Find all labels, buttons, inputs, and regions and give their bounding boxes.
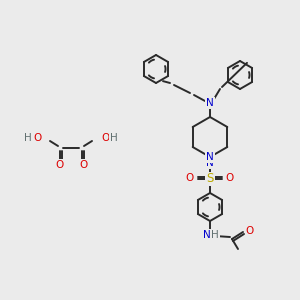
Text: N: N	[206, 158, 214, 168]
Text: O: O	[33, 133, 41, 143]
Text: H: H	[24, 133, 32, 143]
Text: N: N	[203, 230, 211, 240]
Text: N: N	[206, 98, 214, 108]
Text: O: O	[55, 160, 63, 170]
Text: O: O	[246, 226, 254, 236]
Text: O: O	[79, 160, 87, 170]
Text: O: O	[226, 173, 234, 183]
Text: N: N	[206, 152, 214, 162]
Text: H: H	[110, 133, 118, 143]
Text: H: H	[211, 230, 219, 240]
Text: O: O	[186, 173, 194, 183]
Text: S: S	[206, 172, 214, 185]
Text: O: O	[101, 133, 109, 143]
